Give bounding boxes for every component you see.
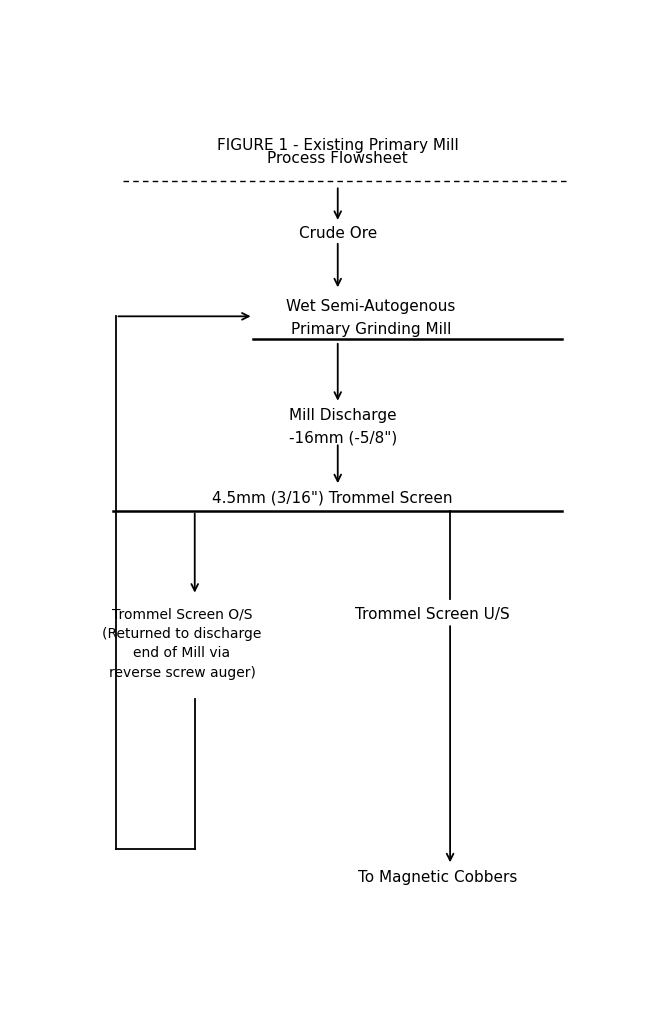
Text: Mill Discharge
-16mm (-5/8"): Mill Discharge -16mm (-5/8")	[289, 408, 397, 445]
Text: Trommel Screen U/S: Trommel Screen U/S	[355, 608, 509, 622]
Text: Trommel Screen O/S
(Returned to discharge
end of Mill via
reverse screw auger): Trommel Screen O/S (Returned to discharg…	[102, 608, 262, 680]
Text: FIGURE 1 - Existing Primary Mill: FIGURE 1 - Existing Primary Mill	[217, 138, 459, 153]
Text: Crude Ore: Crude Ore	[299, 226, 377, 241]
Text: To Magnetic Cobbers: To Magnetic Cobbers	[358, 869, 517, 885]
Text: Wet Semi-Autogenous
Primary Grinding Mill: Wet Semi-Autogenous Primary Grinding Mil…	[286, 300, 455, 337]
Text: 4.5mm (3/16") Trommel Screen: 4.5mm (3/16") Trommel Screen	[212, 490, 453, 506]
Text: Process Flowsheet: Process Flowsheet	[268, 151, 408, 166]
